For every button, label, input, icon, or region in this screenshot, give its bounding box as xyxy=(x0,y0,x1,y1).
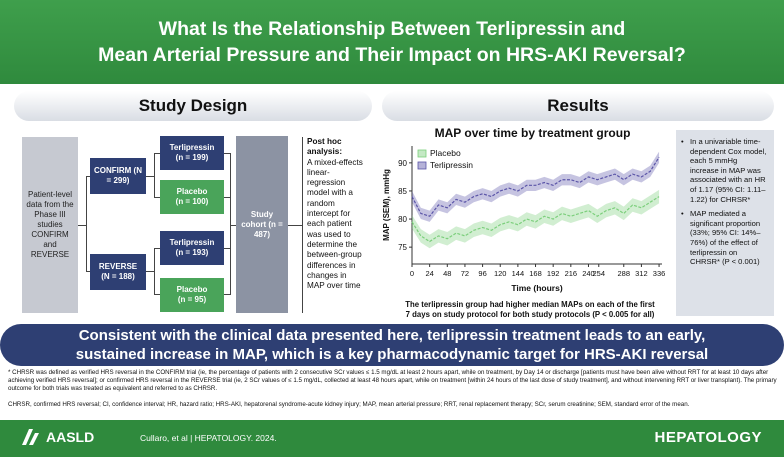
connector xyxy=(224,153,230,154)
caption-line-1: The terlipressin group had higher median… xyxy=(405,300,655,309)
arm-n: (n = 100) xyxy=(175,197,209,206)
confirm-box: CONFIRM (N = 299) xyxy=(90,158,146,194)
connector xyxy=(154,197,160,198)
results-title: Results xyxy=(382,91,774,121)
reverse-box: REVERSE (N = 188) xyxy=(90,254,146,290)
connector xyxy=(86,271,90,272)
connector xyxy=(146,271,154,272)
legend-label: Terlipressin xyxy=(430,160,473,170)
footer: AASLD Cullaro, et al | HEPATOLOGY. 2024.… xyxy=(0,420,784,457)
aasld-text: AASLD xyxy=(46,429,95,445)
x-tick-label: 48 xyxy=(443,269,451,278)
x-tick-label: 192 xyxy=(547,269,560,278)
arm-label: Placebo xyxy=(176,187,208,196)
x-tick-label: 144 xyxy=(512,269,525,278)
connector xyxy=(230,153,231,295)
posthoc-title: Post hoc analysis: xyxy=(307,137,343,157)
arm-label: Terlipressin xyxy=(169,143,215,152)
connector xyxy=(154,248,160,249)
connector xyxy=(146,176,154,177)
legend-label: Placebo xyxy=(430,148,461,158)
x-tick-label: 24 xyxy=(425,269,433,278)
x-tick-label: 168 xyxy=(529,269,542,278)
confirm-terlipressin-box: Terlipressin (n = 199) xyxy=(160,136,224,170)
finding-item: MAP mediated a significant proportion (3… xyxy=(680,209,768,267)
series-line-terlipressin xyxy=(411,156,660,217)
aasld-logo: AASLD xyxy=(22,429,94,445)
connector xyxy=(154,153,155,198)
conclusion-banner: Consistent with the clinical data presen… xyxy=(0,324,784,366)
confirm-placebo-box: Placebo (n = 100) xyxy=(160,180,224,214)
connector xyxy=(86,176,87,272)
study-cohort-box: Study cohort (n = 487) xyxy=(236,136,288,313)
x-tick-label: 120 xyxy=(494,269,507,278)
caption-line-2: 7 days on study protocol for both study … xyxy=(405,310,655,319)
connector xyxy=(288,225,302,226)
chart-title: MAP over time by treatment group xyxy=(434,126,631,140)
abbreviations: CHRSR, confirmed HRS reversal; CI, confi… xyxy=(8,401,690,408)
connector xyxy=(230,225,236,226)
y-tick-label: 85 xyxy=(398,187,407,196)
conclusion-line-1: Consistent with the clinical data presen… xyxy=(78,327,706,344)
study-design-title: Study Design xyxy=(14,91,372,121)
cohort-label: Study cohort (n = 487) xyxy=(241,209,283,239)
legend-swatch xyxy=(417,161,427,170)
footnote: * CHRSR was defined as verified HRS reve… xyxy=(8,369,777,392)
title-line-1: What Is the Relationship Between Terlipr… xyxy=(158,18,626,40)
title-line-2: Mean Arterial Pressure and Their Impact … xyxy=(98,44,686,66)
x-tick-label: 336 xyxy=(653,269,666,278)
x-tick-label: 288 xyxy=(618,269,631,278)
connector xyxy=(86,176,90,177)
reverse-terlipressin-box: Terlipressin (n = 193) xyxy=(160,231,224,265)
y-axis-label: MAP (SEM), mmHg xyxy=(382,169,391,241)
posthoc-text: A mixed-effects linear-regression model … xyxy=(307,157,363,291)
series-line-placebo xyxy=(411,196,660,243)
chart-caption: The terlipressin group had higher median… xyxy=(380,300,680,320)
conclusion-line-2: sustained increase in MAP, which is a ke… xyxy=(75,346,709,363)
posthoc-analysis: Post hoc analysis: A mixed-effects linea… xyxy=(307,137,363,291)
connector xyxy=(154,294,160,295)
arm-n: (n = 95) xyxy=(177,295,207,304)
source-box: Patient-level data from the Phase III st… xyxy=(22,137,78,313)
x-tick-label: 240 xyxy=(582,269,595,278)
arm-label: Placebo xyxy=(176,285,208,294)
connector xyxy=(224,248,230,249)
arm-n: (n = 193) xyxy=(175,248,209,257)
connector xyxy=(78,225,86,226)
results-findings-panel: In a univariable time-dependent Cox mode… xyxy=(676,130,774,316)
series-band-terlipressin xyxy=(412,151,660,222)
finding-item: In a univariable time-dependent Cox mode… xyxy=(680,137,768,204)
y-tick-label: 90 xyxy=(398,159,407,168)
x-axis-label: Time (hours) xyxy=(511,283,562,293)
x-tick-label: 96 xyxy=(478,269,486,278)
y-tick-label: 80 xyxy=(398,215,407,224)
x-tick-label: 216 xyxy=(565,269,578,278)
reverse-label: REVERSE (N = 188) xyxy=(98,262,138,281)
connector xyxy=(302,137,303,313)
connector xyxy=(224,294,230,295)
source-text: Patient-level data from the Phase III st… xyxy=(26,190,74,259)
x-tick-label: 312 xyxy=(635,269,648,278)
page-title: What Is the Relationship Between Terlipr… xyxy=(0,0,784,84)
y-tick-label: 75 xyxy=(398,243,407,252)
citation: Cullaro, et al | HEPATOLOGY. 2024. xyxy=(140,433,277,443)
x-tick-label: 0 xyxy=(410,269,414,278)
connector xyxy=(224,197,230,198)
legend-swatch xyxy=(417,149,427,158)
connector xyxy=(154,153,160,154)
journal-logo: HEPATOLOGY xyxy=(654,429,762,446)
arm-n: (n = 199) xyxy=(175,153,209,162)
x-tick-label: 254 xyxy=(593,269,606,278)
x-tick-label: 72 xyxy=(461,269,469,278)
series-band-placebo xyxy=(412,189,660,249)
confirm-label: CONFIRM (N = 299) xyxy=(94,166,142,185)
connector xyxy=(154,248,155,295)
reverse-placebo-box: Placebo (n = 95) xyxy=(160,278,224,312)
aasld-logo-icon xyxy=(22,429,39,445)
arm-label: Terlipressin xyxy=(169,238,215,247)
